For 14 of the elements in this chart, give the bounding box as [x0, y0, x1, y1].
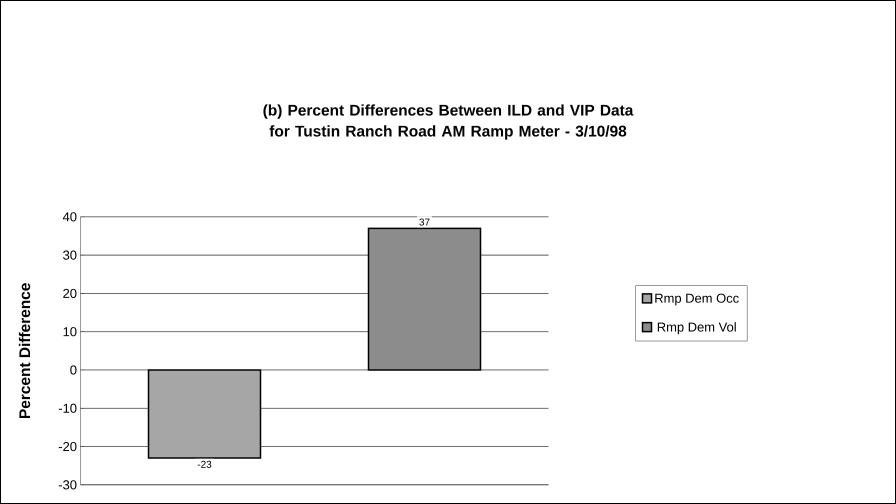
y-tick-label: 30 — [63, 250, 76, 260]
legend-label: Rmp Dem Vol — [658, 322, 736, 334]
y-tick-label: -30 — [58, 480, 76, 490]
y-tick-label: 10 — [64, 327, 76, 336]
legend-label: Rmp Dem Occ — [655, 294, 739, 306]
y-tick-label: -20 — [58, 442, 76, 452]
chart-title: (b) Percent Differences Between ILD and VIP Data for Tustin Ranch Road AM Ramp Meter - 3/10/98 — [263, 104, 634, 140]
y-tick-label: 40 — [62, 212, 76, 222]
y-tick-label: 20 — [63, 288, 76, 298]
data-label: 37 — [419, 218, 430, 226]
y-axis-title: Percent Difference — [18, 283, 30, 418]
data-label: -23 — [198, 460, 212, 468]
y-tick-label: -10 — [58, 404, 76, 413]
y-tick-label: 0 — [70, 365, 76, 375]
